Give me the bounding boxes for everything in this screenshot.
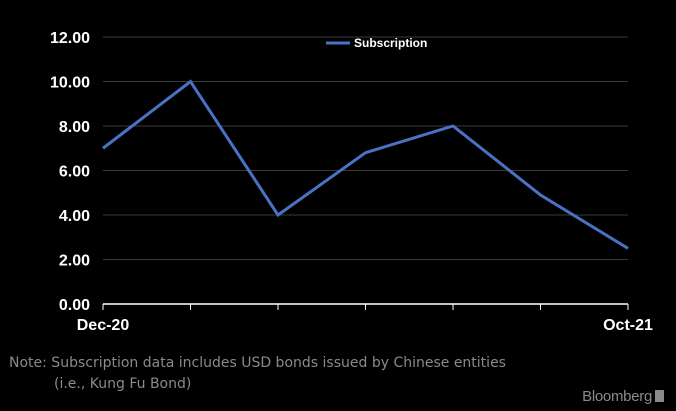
line-chart: 0.00 2.00 4.00 6.00 8.00 10.00 12.00 Dec-20 Oct… (50, 30, 653, 334)
y-tick-label: 4.00 (59, 208, 90, 225)
x-tick-label: Oct-21 (603, 317, 653, 334)
y-tick-label: 8.00 (59, 119, 90, 136)
series-line-subscription (102, 79, 629, 250)
brand-logo: Bloomberg (582, 388, 664, 405)
x-axis-ticks: Dec-20 Oct-21 (77, 304, 653, 334)
brand-name: Bloomberg (582, 388, 652, 405)
footnote: Note: Subscription data includes USD bon… (9, 353, 506, 395)
y-tick-label: 2.00 (59, 253, 90, 270)
x-tick-label: Dec-20 (77, 317, 130, 334)
legend-label: Subscription (354, 36, 427, 50)
footnote-line-1: Note: Subscription data includes USD bon… (9, 355, 506, 371)
footnote-line-2: (i.e., Kung Fu Bond) (54, 376, 192, 392)
y-tick-label: 12.00 (50, 30, 90, 47)
y-axis-ticks: 0.00 2.00 4.00 6.00 8.00 10.00 12.00 (50, 30, 90, 314)
y-tick-label: 0.00 (59, 297, 90, 314)
bloomberg-logo-icon (655, 390, 664, 402)
legend: Subscription (326, 36, 427, 50)
y-tick-label: 6.00 (59, 164, 90, 181)
grid-lines (103, 36, 628, 260)
y-tick-label: 10.00 (50, 75, 90, 92)
